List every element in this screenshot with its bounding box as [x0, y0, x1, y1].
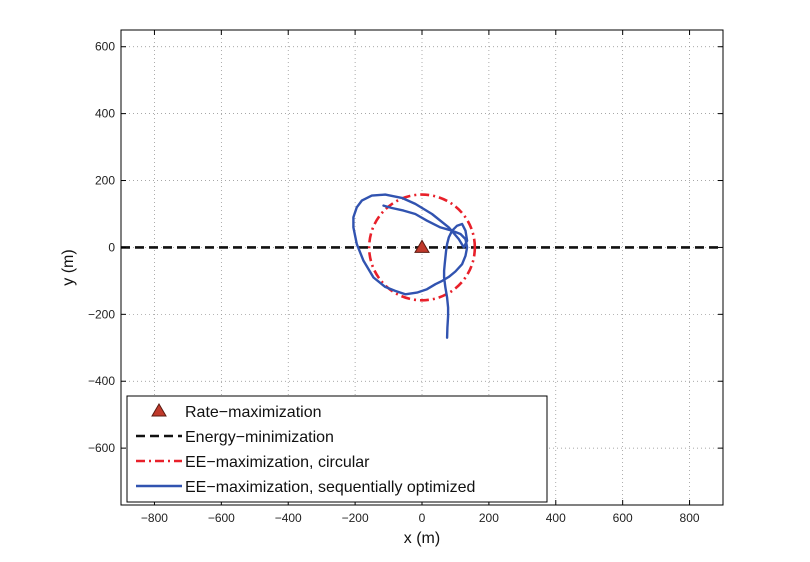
legend-label: Rate−maximization [185, 404, 322, 421]
y-tick-label: 600 [95, 40, 115, 54]
x-axis-label: x (m) [404, 530, 440, 547]
series-ee-sequential-trajectory [352, 193, 469, 339]
y-tick-label: −200 [88, 307, 115, 321]
y-tick-label: 0 [108, 240, 115, 254]
x-tick-label: 400 [546, 511, 566, 525]
x-tick-label: −400 [275, 511, 302, 525]
x-tick-label: 600 [613, 511, 633, 525]
legend-box [126, 395, 548, 503]
legend-label: EE−maximization, circular [185, 454, 370, 471]
legend-label: EE−maximization, sequentially optimized [185, 479, 475, 496]
y-axis-label: y (m) [60, 249, 77, 285]
x-tick-label: 0 [419, 511, 426, 525]
series-ee-circular-trajectory [367, 193, 477, 302]
y-tick-label: 200 [95, 174, 115, 188]
plot-area [121, 193, 723, 339]
rate-maximization-marker [414, 239, 430, 253]
legend-label: Energy−minimization [185, 429, 334, 446]
legend: Rate−maximization Energy−minimization EE−m… [126, 395, 548, 503]
y-tick-label: −400 [88, 374, 115, 388]
y-tick-label: 400 [95, 107, 115, 121]
x-tick-label: −200 [342, 511, 369, 525]
x-tick-label: −600 [208, 511, 235, 525]
x-tick-label: 200 [479, 511, 499, 525]
x-tick-label: 800 [680, 511, 700, 525]
x-tick-label: −800 [141, 511, 168, 525]
ticks: −800 −600 −400 −200 0 200 400 600 800 −600 −400 −20… [88, 30, 723, 525]
y-tick-label: −600 [88, 441, 115, 455]
legend-swatch-rate-maximization [151, 403, 167, 417]
